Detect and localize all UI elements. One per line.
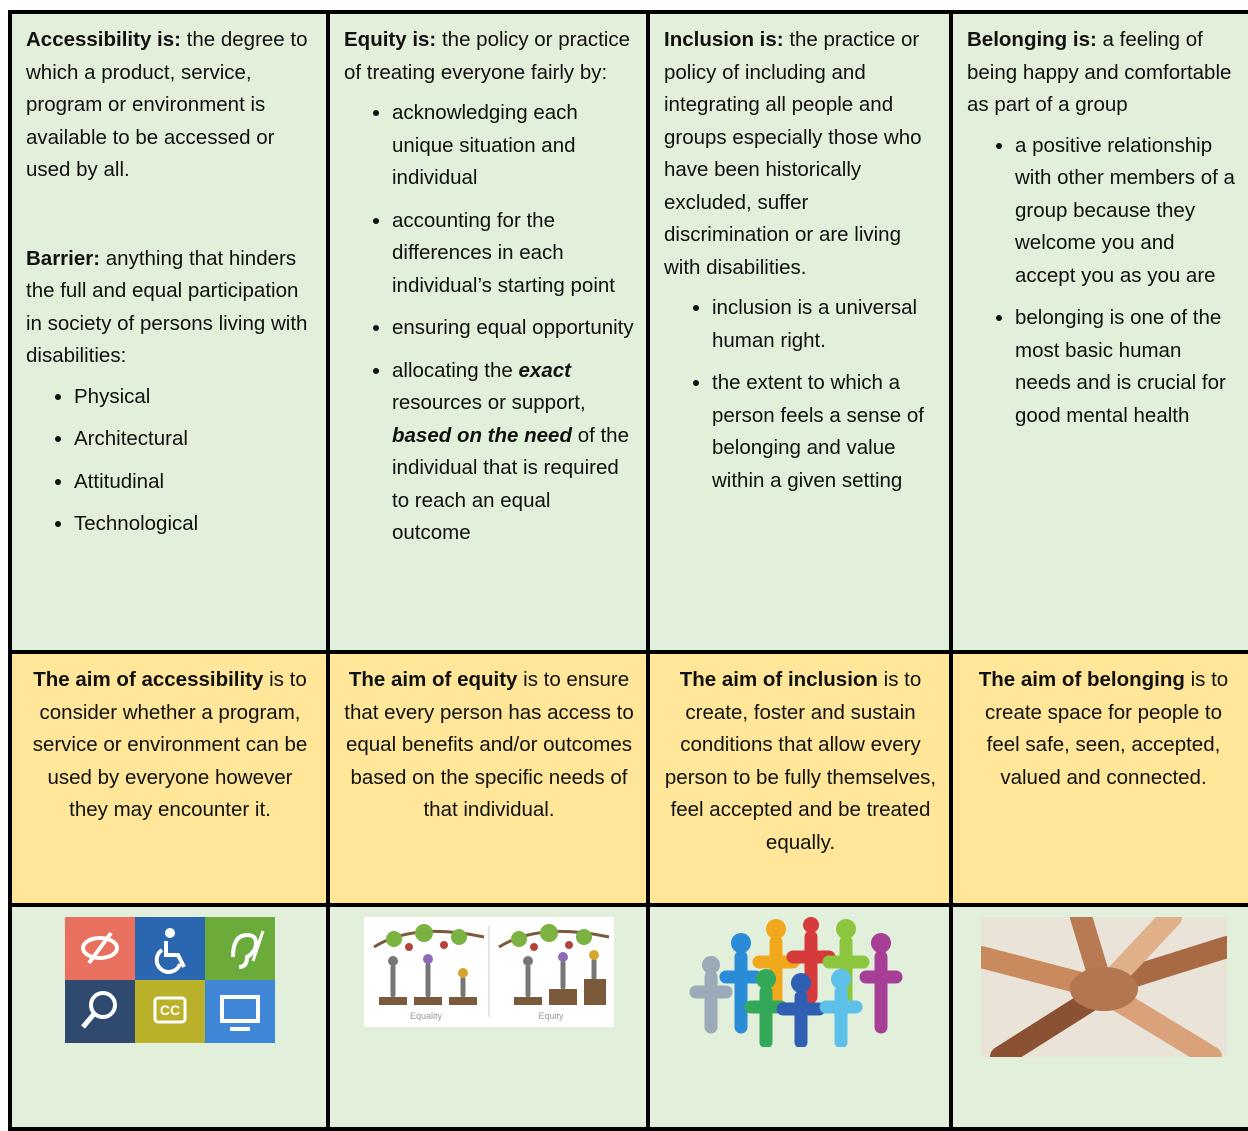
aim-text: is to ensure that every person has acces… [344,668,634,821]
cell: Inclusion is: the practice or policy of … [646,10,953,654]
cell: The aim of accessibility is to consider … [8,650,330,907]
definition-text: the policy or practice of treating every… [344,28,630,84]
bullet-item: inclusion is a universal human right. [712,292,937,357]
barrier-text: anything that hinders the full and equal… [26,246,308,368]
cell [949,903,1248,1131]
bullet-list: Physical Architectural Attitudinal Technolo… [26,381,314,541]
bullet-item: Physical [74,381,314,414]
aim-text: is to consider whether a program, servic… [32,668,308,821]
cell: Accessibility is: the degree to which a … [8,10,330,654]
bullet-list: inclusion is a universal human right. the… [664,292,937,497]
belonging-image [980,917,1227,1057]
aim-term: The aim of belonging [978,668,1185,691]
aim-term: The aim of inclusion [679,668,878,691]
bullet-item: Technological [74,508,314,541]
definition-term: Belonging is: [967,28,1097,51]
bullet-item: allocating the exact resources or suppor… [392,355,634,550]
cell: CC [8,903,330,1131]
definition-text: the practice or policy of including and … [664,28,922,279]
aim-term: The aim of equity [348,668,518,691]
image-caption: Equity [538,1011,564,1021]
definition-term: Accessibility is: [26,28,181,51]
bullet-item: a positive relationship with other membe… [1015,130,1240,293]
cell: The aim of inclusion is to create, foste… [646,650,953,907]
bullet-item: Architectural [74,423,314,456]
bullet-item: belonging is one of the most basic human… [1015,302,1240,432]
bullet-item: the extent to which a person feels a sen… [712,367,937,497]
bullet-item: acknowledging each unique situation and … [392,97,634,195]
bullet-item: Attitudinal [74,466,314,499]
definition: Inclusion is: the practice or policy of … [664,24,937,284]
bullet-item: ensuring equal opportunity [392,312,634,345]
definition-text: a feeling of being happy and comfortable… [967,28,1232,116]
page: Accessibility is: the degree to which a … [0,0,1248,1099]
bullet-list: a positive relationship with other membe… [967,130,1240,433]
cell: The aim of belonging is to create space … [949,650,1248,907]
image-row: CC Equality Equity [8,903,1248,1131]
bullet-list: acknowledging each unique situation and … [344,97,634,550]
definition: Accessibility is: the degree to which a … [26,24,314,187]
bullet-text: of the individual that is required to re… [392,423,629,545]
definition: Belonging is: a feeling of being happy a… [967,24,1240,122]
svg-text:CC: CC [160,1002,180,1018]
inclusion-image [689,917,902,1047]
cell: Equity is: the policy or practice of tre… [326,10,650,654]
accessibility-icons: CC [65,917,275,1043]
definition-text: the degree to which a product, service, … [26,28,308,181]
definition: Equity is: the policy or practice of tre… [344,24,634,89]
bullet-text: resources or support, [392,391,586,414]
aim-term: The aim of accessibility [33,668,264,691]
aim-text: is to create space for people to feel sa… [984,668,1229,789]
aim-text: is to create, foster and sustain conditi… [664,668,937,854]
bullet-item: accounting for the differences in each i… [392,205,634,303]
cell [646,903,953,1131]
emphasis: based on the need [392,423,572,447]
image-caption: Equality [410,1011,443,1021]
cell: Belonging is: a feeling of being happy a… [949,10,1248,654]
emphasis: exact [518,358,571,382]
barrier-term: Barrier: [26,246,101,270]
aim-row: The aim of accessibility is to consider … [8,650,1248,907]
bullet-text: allocating the [392,358,513,382]
cell: The aim of equity is to ensure that ever… [326,650,650,907]
spacer [26,195,314,243]
definition-term: Inclusion is: [664,28,784,51]
definition-term: Equity is: [344,28,437,51]
barrier: Barrier: anything that hinders the full … [26,243,314,373]
definition-row: Accessibility is: the degree to which a … [8,10,1248,654]
equality-equity-image: Equality Equity [364,917,614,1027]
cell: Equality Equity [326,903,650,1131]
definitions-table: Accessibility is: the degree to which a … [8,10,1248,1131]
